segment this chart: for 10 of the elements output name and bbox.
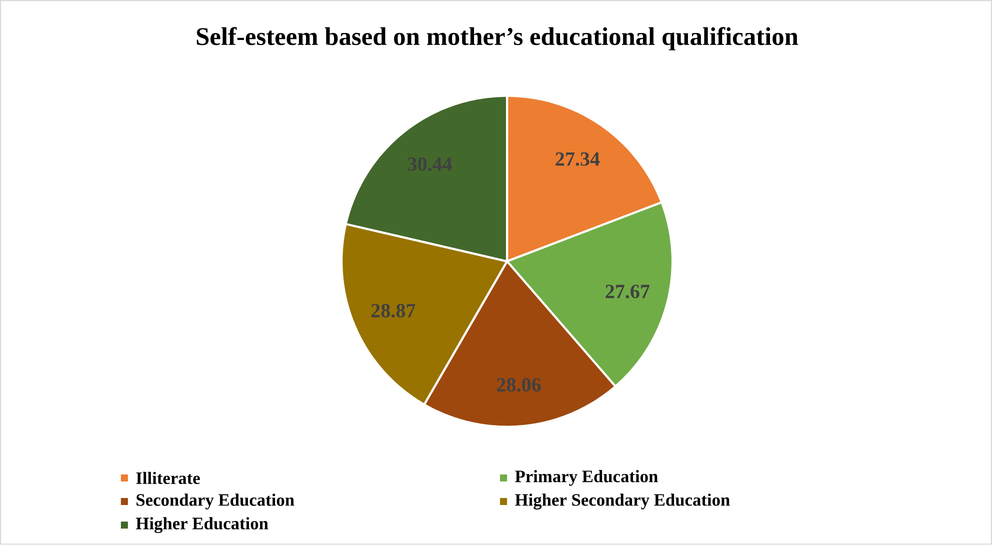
data-label: 28.87 (371, 304, 416, 318)
data-label: 27.67 (606, 284, 650, 299)
legend-label: Secondary Education (136, 494, 294, 510)
legend-label: Illiterate (136, 472, 200, 484)
data-label: 28.06 (497, 378, 541, 392)
legend-label: Primary Education (515, 470, 658, 486)
legend-label: Higher Secondary Education (515, 494, 730, 510)
chart-title: Self-esteem based on mother’s educational qualification (196, 27, 798, 50)
legend-label: Higher Education (136, 517, 268, 534)
data-label: 27.34 (556, 152, 600, 166)
